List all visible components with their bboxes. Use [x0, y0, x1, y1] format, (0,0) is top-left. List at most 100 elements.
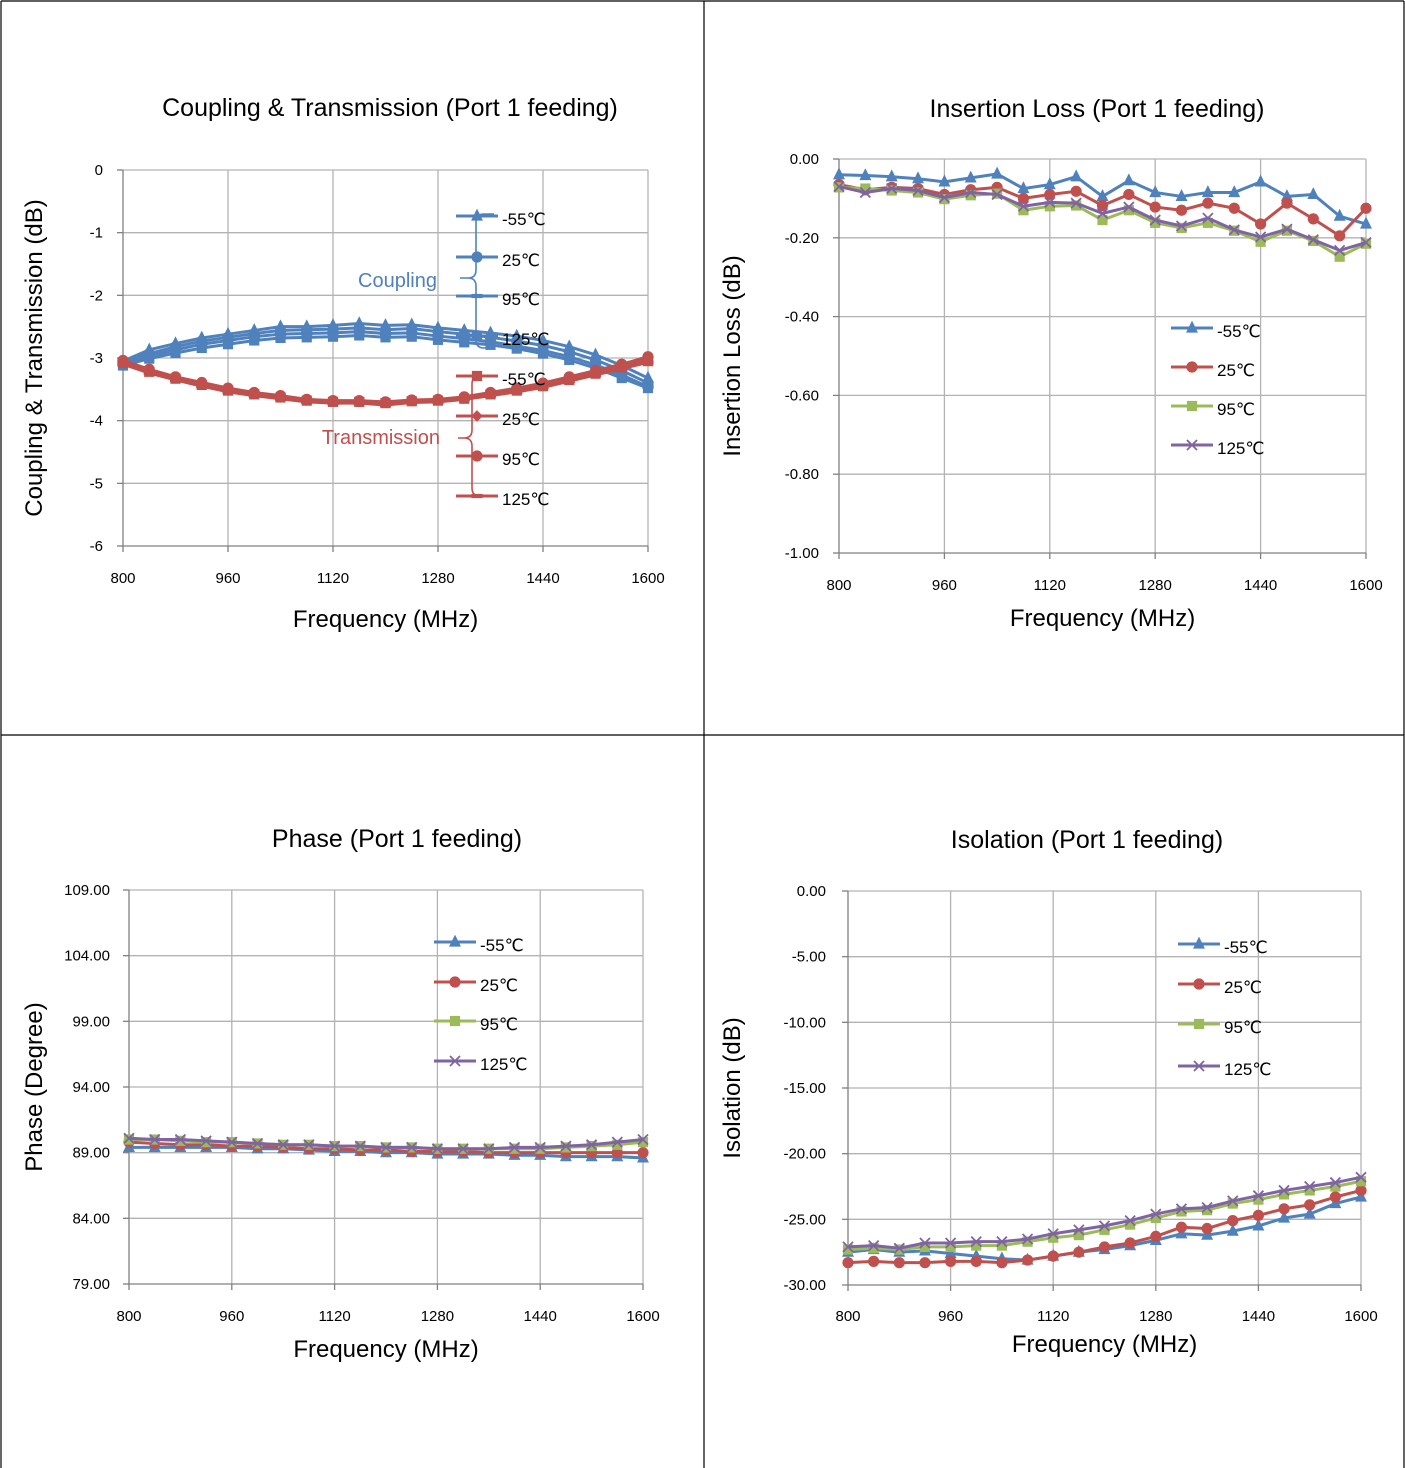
- data-point: [1355, 1171, 1367, 1183]
- data-point: [432, 399, 444, 404]
- legend-label: 95℃: [502, 290, 540, 309]
- data-point: [1334, 244, 1346, 257]
- y-tick-label: 0.00: [797, 883, 826, 900]
- data-point: [457, 1143, 469, 1155]
- legend-marker: [449, 976, 461, 988]
- legend-label: 95℃: [480, 1015, 518, 1034]
- data-point: [1226, 1223, 1239, 1236]
- series-4: [842, 1171, 1367, 1254]
- data-point: [274, 396, 287, 401]
- chart-1: Coupling & Transmission (Port 1 feeding)…: [21, 94, 665, 633]
- legend-label: 95℃: [1224, 1018, 1262, 1037]
- legend-marker: [1186, 361, 1198, 373]
- x-tick-label: 800: [826, 577, 851, 594]
- data-point: [1017, 200, 1030, 212]
- data-point: [277, 1139, 289, 1151]
- data-point: [123, 1132, 135, 1144]
- legend-marker: [449, 1055, 461, 1067]
- data-point: [1150, 217, 1161, 228]
- data-point: [174, 1133, 187, 1146]
- y-tick-label: -5: [90, 475, 103, 492]
- legend-entry: 25℃: [456, 251, 540, 270]
- data-point: [354, 330, 365, 341]
- data-point: [1044, 188, 1056, 201]
- data-point: [560, 1140, 572, 1152]
- data-point: [1175, 1221, 1188, 1233]
- y-tick-label: -25.00: [783, 1211, 826, 1228]
- data-point: [1098, 1220, 1111, 1232]
- data-point: [1150, 1208, 1162, 1220]
- y-tick-label: 0.00: [790, 151, 819, 168]
- legend-label: 25℃: [502, 251, 540, 270]
- legend-label: 25℃: [1217, 361, 1255, 380]
- data-point: [1281, 197, 1293, 209]
- data-point: [459, 337, 470, 348]
- data-point: [1150, 1230, 1162, 1243]
- data-point: [938, 191, 951, 204]
- legend-marker: [1186, 439, 1198, 451]
- data-point: [222, 339, 234, 350]
- y-tick-label: 89.00: [72, 1145, 110, 1162]
- data-point: [965, 186, 977, 199]
- data-point: [353, 401, 365, 406]
- y-tick-label: 0: [95, 162, 103, 179]
- data-point: [379, 402, 392, 408]
- data-point: [170, 347, 181, 359]
- data-point: [1070, 197, 1082, 209]
- x-tick-label: 1600: [1344, 1308, 1377, 1325]
- data-point: [991, 166, 1004, 179]
- data-point: [144, 353, 155, 364]
- data-point: [534, 1141, 546, 1154]
- legend-label: 25℃: [1224, 978, 1262, 997]
- y-axis-title: Insertion Loss (dB): [719, 255, 746, 456]
- legend-marker: [471, 293, 483, 299]
- y-tick-label: -0.80: [785, 466, 819, 483]
- data-point: [196, 384, 208, 389]
- data-point: [1252, 1190, 1265, 1202]
- data-point: [1355, 1184, 1367, 1197]
- data-point: [1175, 189, 1188, 202]
- legend-label: 125℃: [480, 1055, 527, 1074]
- y-tick-label: -5.00: [792, 949, 826, 966]
- chart-title: Isolation (Port 1 feeding): [951, 826, 1223, 854]
- x-tick-label: 1120: [317, 570, 349, 587]
- data-point: [996, 1257, 1008, 1269]
- legend-label: 125℃: [1224, 1060, 1271, 1079]
- data-point: [196, 342, 207, 354]
- data-point: [893, 1242, 905, 1254]
- data-point: [833, 167, 845, 180]
- data-point: [485, 339, 496, 350]
- data-point: [1201, 1222, 1213, 1235]
- data-point: [406, 331, 417, 342]
- data-point: [143, 370, 155, 376]
- y-tick-label: -15.00: [783, 1080, 826, 1097]
- y-tick-label: -2: [90, 287, 103, 304]
- data-point: [564, 354, 575, 365]
- data-point: [1201, 1205, 1213, 1216]
- legend-entry: -55℃: [434, 934, 524, 955]
- legend-entry: 25℃: [456, 410, 540, 429]
- data-point: [458, 397, 470, 402]
- y-tick-label: 99.00: [72, 1013, 110, 1030]
- data-point: [511, 343, 522, 354]
- x-tick-label: 1440: [1244, 577, 1277, 594]
- data-point: [868, 1255, 880, 1267]
- data-point: [1278, 1184, 1290, 1197]
- data-point: [249, 335, 260, 346]
- data-point: [589, 372, 602, 378]
- data-point: [1073, 1246, 1085, 1258]
- data-point: [1098, 1241, 1111, 1253]
- legend-entry: 125℃: [434, 1055, 527, 1074]
- data-point: [1175, 220, 1188, 232]
- x-tick-label: 1600: [1349, 577, 1382, 594]
- data-point: [1202, 197, 1214, 209]
- data-point: [642, 382, 654, 394]
- data-point: [1149, 185, 1162, 198]
- legend-marker: [449, 934, 461, 947]
- data-point: [1021, 1233, 1034, 1245]
- data-point: [842, 1241, 854, 1253]
- data-point: [149, 1133, 161, 1146]
- data-point: [1281, 223, 1293, 235]
- y-tick-label: 94.00: [72, 1079, 110, 1096]
- data-point: [354, 1140, 366, 1152]
